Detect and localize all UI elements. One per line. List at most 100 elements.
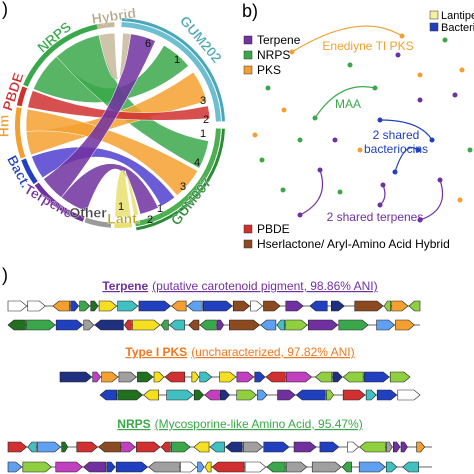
gene-arrow — [408, 300, 421, 312]
cluster-name: Terpene — [102, 279, 148, 293]
node — [459, 67, 465, 73]
legend-swatch — [429, 22, 439, 32]
gene-arrow — [193, 441, 210, 453]
gene-arrow — [217, 319, 225, 331]
ring-segment — [23, 24, 98, 87]
gene-arrow — [79, 300, 91, 312]
gene-arrow — [164, 371, 186, 383]
cluster-title: NRPS (Mycosporine-like Amino Acid, 95.47%… — [117, 417, 362, 431]
annotation: Enediyne TI PKS — [322, 39, 413, 53]
count-label: 3 — [180, 181, 186, 193]
node — [417, 97, 423, 103]
gene-arrow — [76, 441, 99, 453]
ribbon — [25, 108, 199, 196]
node — [415, 147, 421, 153]
gene-arrow — [254, 371, 266, 383]
count-label: 1 — [118, 201, 124, 213]
legend-label: PKS — [257, 63, 281, 77]
gene-arrow — [106, 461, 116, 473]
gene-arrow — [148, 461, 180, 473]
gene-arrow — [365, 389, 377, 401]
gene-arrow — [117, 300, 139, 312]
gene-arrow — [168, 319, 185, 331]
ring-segment — [114, 222, 133, 228]
gene-arrow — [153, 371, 165, 383]
panel-label: ) — [2, 265, 8, 285]
edge — [291, 25, 403, 53]
gene-arrow — [347, 441, 360, 453]
gene-arrow — [342, 371, 364, 383]
gene-arrow — [193, 389, 205, 401]
node — [265, 85, 271, 91]
ribbon — [98, 32, 132, 80]
gene-arrow — [402, 461, 419, 473]
ring-segment — [16, 86, 28, 107]
gene-arrow — [202, 300, 233, 312]
gene-arrow — [7, 461, 23, 473]
gene-arrow — [191, 371, 200, 383]
gene-arrow — [136, 441, 161, 453]
gene-arrow — [121, 441, 136, 453]
gene-arrow — [314, 371, 333, 383]
legend-label: PBDE — [257, 222, 290, 236]
segment-label: Hm — [0, 115, 12, 138]
gene-arrow — [171, 300, 187, 312]
gene-arrow — [285, 461, 308, 473]
gene-arrow — [395, 319, 415, 331]
edge — [299, 169, 324, 216]
panel-label: ) — [2, 0, 8, 19]
gene-arrow — [101, 371, 119, 383]
legend-label: Lantipeptic — [441, 10, 474, 22]
node — [289, 49, 295, 55]
annotation: 2 shared — [373, 128, 420, 142]
gene-arrow — [7, 441, 28, 453]
gene-arrow — [143, 389, 160, 401]
gene-arrow — [138, 300, 172, 312]
gene-arrow — [326, 389, 335, 401]
legend-swatch — [429, 10, 439, 20]
node — [357, 147, 363, 153]
gene-arrow — [277, 389, 296, 401]
gene-arrow — [98, 300, 118, 312]
gene-arrow — [61, 441, 69, 453]
annotation: bacteriocins — [364, 142, 428, 156]
count-label: 1 — [157, 203, 163, 215]
gene-arrow — [391, 300, 409, 312]
gene-arrow — [117, 389, 144, 401]
cluster-title: Type I PKS (uncharacterized, 97.82% ANI) — [125, 345, 354, 359]
gene-arrow — [266, 461, 286, 473]
node — [429, 137, 435, 143]
chord-diagram — [14, 18, 225, 231]
node — [281, 107, 287, 113]
gene-arrow — [385, 441, 393, 453]
ring-segment — [136, 128, 225, 231]
gene-arrow — [197, 461, 205, 473]
gene-arrow — [416, 441, 426, 453]
node — [437, 177, 443, 183]
gene-arrow — [342, 389, 366, 401]
node — [280, 187, 286, 193]
gene-arrow — [263, 300, 281, 312]
node — [380, 182, 386, 188]
node — [457, 197, 463, 203]
node — [377, 117, 383, 123]
gene-arrow — [363, 371, 390, 383]
gene-clusters — [7, 300, 432, 473]
cluster-detail: (putative carotenoid pigment, 98.86% ANI… — [152, 279, 377, 293]
gene-arrow — [204, 461, 212, 473]
gene-arrow — [257, 389, 268, 401]
legend-label: Hserlactone/ Aryl-Amino Acid Hybrid — [257, 237, 450, 251]
gene-arrow — [52, 300, 70, 312]
gene-arrow — [341, 461, 352, 473]
cluster-detail: (uncharacterized, 97.82% ANI) — [191, 345, 354, 359]
node — [317, 167, 323, 173]
gene-arrow — [83, 319, 95, 331]
ribbon — [114, 170, 139, 218]
gene-arrow — [115, 461, 149, 473]
node — [377, 202, 383, 208]
node — [372, 85, 378, 91]
legend-label: NRPS — [257, 48, 290, 62]
gene-arrow — [209, 441, 225, 453]
gene-arrow — [244, 461, 267, 473]
